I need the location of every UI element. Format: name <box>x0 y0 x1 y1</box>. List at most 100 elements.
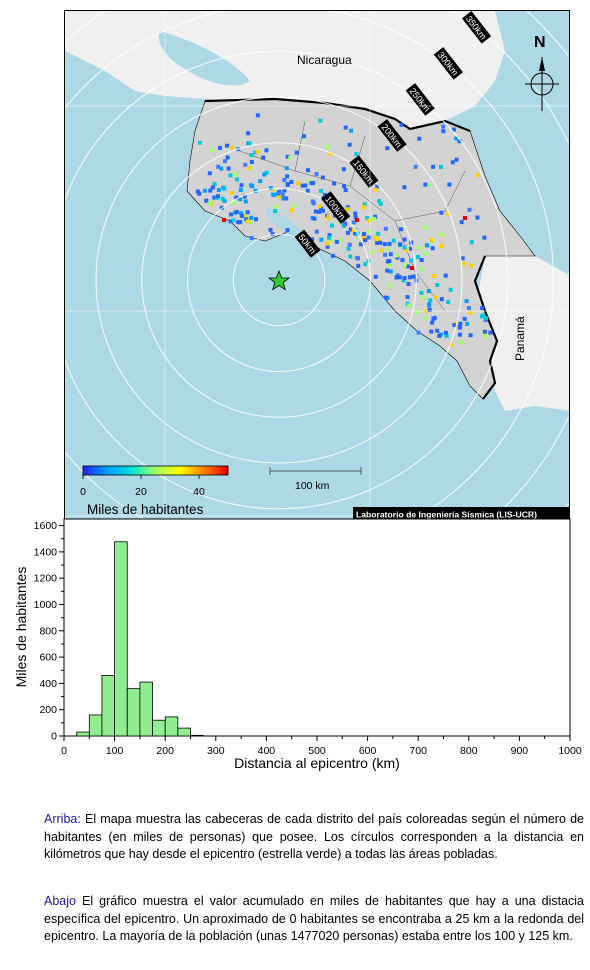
district-marker <box>443 330 448 335</box>
district-marker <box>325 144 330 149</box>
x-tick-label: 1000 <box>558 745 582 757</box>
x-tick-label: 600 <box>359 745 377 757</box>
district-marker <box>366 229 371 234</box>
district-marker <box>342 221 347 226</box>
district-marker <box>426 289 431 294</box>
district-marker <box>341 167 346 172</box>
graticule <box>65 11 569 519</box>
district-marker <box>402 263 407 268</box>
colorbar-tick-label: 40 <box>193 486 205 498</box>
district-marker <box>423 251 428 256</box>
district-marker <box>197 191 202 196</box>
district-marker <box>430 246 435 251</box>
x-tick-label: 100 <box>106 745 124 757</box>
district-marker <box>317 204 322 209</box>
nicaragua-label: Nicaragua <box>297 53 352 67</box>
district-marker <box>395 253 400 258</box>
district-marker <box>242 194 247 199</box>
district-marker <box>366 218 371 223</box>
district-marker <box>353 214 358 219</box>
district-marker <box>411 274 416 279</box>
district-marker <box>361 235 366 240</box>
district-marker <box>483 334 488 339</box>
district-marker <box>280 192 285 197</box>
district-marker <box>437 333 442 338</box>
district-marker <box>285 154 290 159</box>
district-marker <box>238 220 243 225</box>
district-marker <box>447 182 452 187</box>
district-marker <box>244 217 249 222</box>
district-marker <box>431 316 436 321</box>
district-marker <box>378 201 383 206</box>
district-marker <box>480 314 485 319</box>
district-marker <box>277 194 282 199</box>
x-tick-label: 500 <box>308 745 326 757</box>
credit-box <box>353 507 569 519</box>
x-tick-label: 800 <box>460 745 478 757</box>
district-marker <box>375 240 380 245</box>
district-marker <box>239 183 244 188</box>
district-marker <box>285 174 290 179</box>
distance-ring <box>232 233 326 327</box>
district-marker <box>248 220 253 225</box>
district-marker <box>388 269 393 274</box>
district-marker <box>303 183 308 188</box>
district-marker <box>322 192 327 197</box>
district-marker <box>457 325 462 330</box>
district-marker <box>429 237 434 242</box>
district-marker <box>328 152 333 157</box>
district-marker <box>284 196 289 201</box>
district-marker <box>457 332 462 337</box>
district-marker <box>282 188 287 193</box>
district-marker <box>416 330 421 335</box>
district-marker <box>289 208 294 213</box>
district-marker <box>268 186 273 191</box>
y-tick-label: 1400 <box>34 546 58 558</box>
district-marker <box>300 183 305 188</box>
district-marker <box>409 258 414 263</box>
district-marker <box>439 210 444 215</box>
district-marker <box>347 142 352 147</box>
colorbar-tick-label: 0 <box>80 486 86 498</box>
district-marker <box>355 255 360 260</box>
district-marker <box>423 182 428 187</box>
district-marker <box>314 172 319 177</box>
district-marker <box>385 268 390 273</box>
district-marker <box>222 186 227 191</box>
district-marker <box>376 231 381 236</box>
district-marker <box>407 303 412 308</box>
district-marker <box>325 241 330 246</box>
district-marker <box>320 175 325 180</box>
district-marker <box>366 235 371 240</box>
district-marker <box>430 320 435 325</box>
district-marker <box>448 287 453 292</box>
district-marker <box>307 179 312 184</box>
caption-top-lead: Arriba: <box>44 812 81 826</box>
district-marker <box>413 164 418 169</box>
district-marker <box>388 283 393 288</box>
district-marker <box>210 148 215 153</box>
district-marker <box>482 329 487 334</box>
district-marker <box>325 244 330 249</box>
district-marker <box>246 166 251 171</box>
district-marker <box>284 166 289 171</box>
district-marker <box>378 240 383 245</box>
district-marker <box>355 218 359 222</box>
district-marker <box>415 310 420 315</box>
district-marker <box>402 275 407 280</box>
district-marker <box>439 297 444 302</box>
caption-top: Arriba: El mapa muestra las cabeceras de… <box>44 811 584 864</box>
histogram-bar <box>177 727 191 737</box>
district-marker <box>346 246 351 251</box>
district-marker <box>420 295 425 300</box>
district-marker <box>468 333 473 338</box>
district-marker <box>462 316 467 321</box>
northern-border <box>204 97 471 133</box>
district-marker <box>427 182 432 187</box>
panama-land <box>475 256 569 411</box>
district-marker <box>388 252 393 257</box>
district-marker <box>197 140 202 145</box>
district-marker <box>219 166 224 171</box>
district-marker <box>345 207 350 212</box>
district-marker <box>387 241 392 246</box>
